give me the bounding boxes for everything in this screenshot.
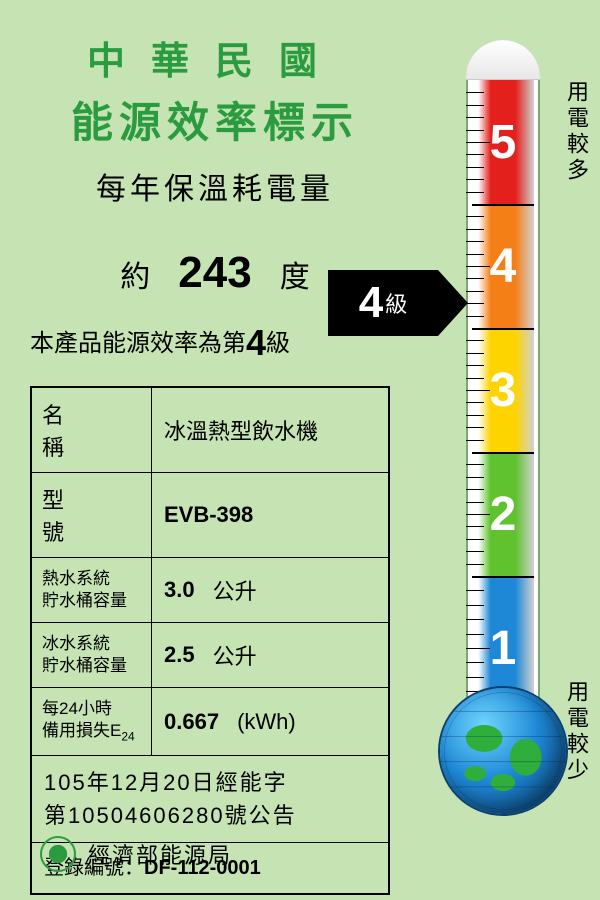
spec-value: 3.0公升 [152,558,388,622]
thermo-tick-minor [466,502,484,503]
label-more-power: 用電較多 [560,80,592,184]
thermo-tick-minor [466,590,484,591]
thermo-tick-minor [466,605,484,606]
thermo-tick-major [472,576,534,578]
footer: 經濟部能源局 [40,836,232,872]
thermo-tick-minor [466,551,484,552]
spec-value: 2.5公升 [152,623,388,687]
spec-row: 熱水系統貯水桶容量3.0公升 [32,558,388,623]
subtitle: 每年保溫耗電量 [30,164,400,208]
thermo-tick-minor [466,154,484,155]
thermo-tick-minor [466,564,484,565]
thermo-tick-minor [466,179,484,180]
announcement-row: 105年12月20日經能字第10504606280號公告 [32,756,388,843]
agency-seal-icon [40,836,76,872]
spec-value: EVB-398 [152,473,388,557]
spec-row: 名稱冰溫熱型飲水機 [32,388,388,473]
thermo-tick-minor [466,340,484,341]
consumption-about: 約 [120,252,150,296]
thermo-tick-minor [466,477,484,478]
thermo-tick-minor [466,229,484,230]
thermo-tick-minor [466,427,484,428]
thermo-tick-minor [466,514,490,515]
spec-label: 熱水系統貯水桶容量 [32,558,152,622]
thermometer: 54321 [448,40,558,860]
thermo-tick-minor [466,254,484,255]
consumption-value: 243 [178,248,251,298]
spec-row: 型號EVB-398 [32,473,388,558]
thermo-tick-minor [466,130,484,131]
thermo-tick-minor [466,677,484,678]
spec-row: 每24小時備用損失E240.667(kWh) [32,688,388,756]
spec-label: 名稱 [32,388,152,472]
thermo-tick-minor [466,378,484,379]
thermometer-cap [466,40,540,80]
title-line2: 能源效率標示 [30,89,400,150]
thermo-tick-minor [466,464,484,465]
thermo-tick-minor [466,402,484,403]
thermo-tick-minor [466,167,484,168]
thermo-tick-major [472,452,534,454]
thermo-tick-major [472,328,534,330]
thermo-tick-minor [466,634,484,635]
thermo-tick-minor [466,648,490,649]
spec-label: 型號 [32,473,152,557]
thermo-tick-minor [466,316,484,317]
thermo-tick-minor [466,526,484,527]
thermometer-tube: 54321 [466,40,540,720]
thermo-tick-major [472,204,534,206]
spec-label: 冰水系統貯水桶容量 [32,623,152,687]
arrow-level-number: 4 [359,278,383,328]
thermo-tick-minor [466,353,484,354]
efficiency-prefix: 本產品能源效率為第 [30,330,246,357]
thermo-tick-minor [466,390,490,391]
efficiency-level: 4 [246,322,266,363]
thermo-tick-minor [466,303,484,304]
thermo-tick-minor [466,440,484,441]
spec-value: 冰溫熱型飲水機 [152,388,388,472]
thermo-tick-minor [466,489,484,490]
consumption-unit: 度 [280,252,310,296]
thermo-tick-minor [466,365,484,366]
efficiency-suffix: 級 [266,330,290,357]
level-arrow-badge: 4 級 [328,270,438,336]
thermo-tick-minor [466,662,484,663]
spec-row: 冰水系統貯水桶容量2.5公升 [32,623,388,688]
title-line1: 中華民國 [30,30,400,85]
thermo-tick-minor [466,216,484,217]
thermo-tick-minor [466,415,484,416]
thermo-tick-minor [466,117,484,118]
label-less-power: 用電較少 [560,680,592,784]
globe-icon [440,688,566,814]
thermo-tick-minor [466,291,484,292]
thermo-tick-minor [466,142,490,143]
thermo-tick-minor [466,278,484,279]
thermo-tick-minor [466,92,484,93]
thermo-tick-minor [466,619,484,620]
thermo-tick-minor [466,539,484,540]
spec-label: 每24小時備用損失E24 [32,688,152,755]
thermo-tick-minor [466,105,484,106]
spec-table: 名稱冰溫熱型飲水機型號EVB-398熱水系統貯水桶容量3.0公升冰水系統貯水桶容… [30,386,390,895]
agency-name: 經濟部能源局 [88,838,232,870]
thermo-tick-minor [466,192,484,193]
thermo-tick-minor [466,241,484,242]
thermo-tick-minor [466,266,490,267]
spec-value: 0.667(kWh) [152,688,388,755]
arrow-level-suffix: 級 [385,287,407,319]
